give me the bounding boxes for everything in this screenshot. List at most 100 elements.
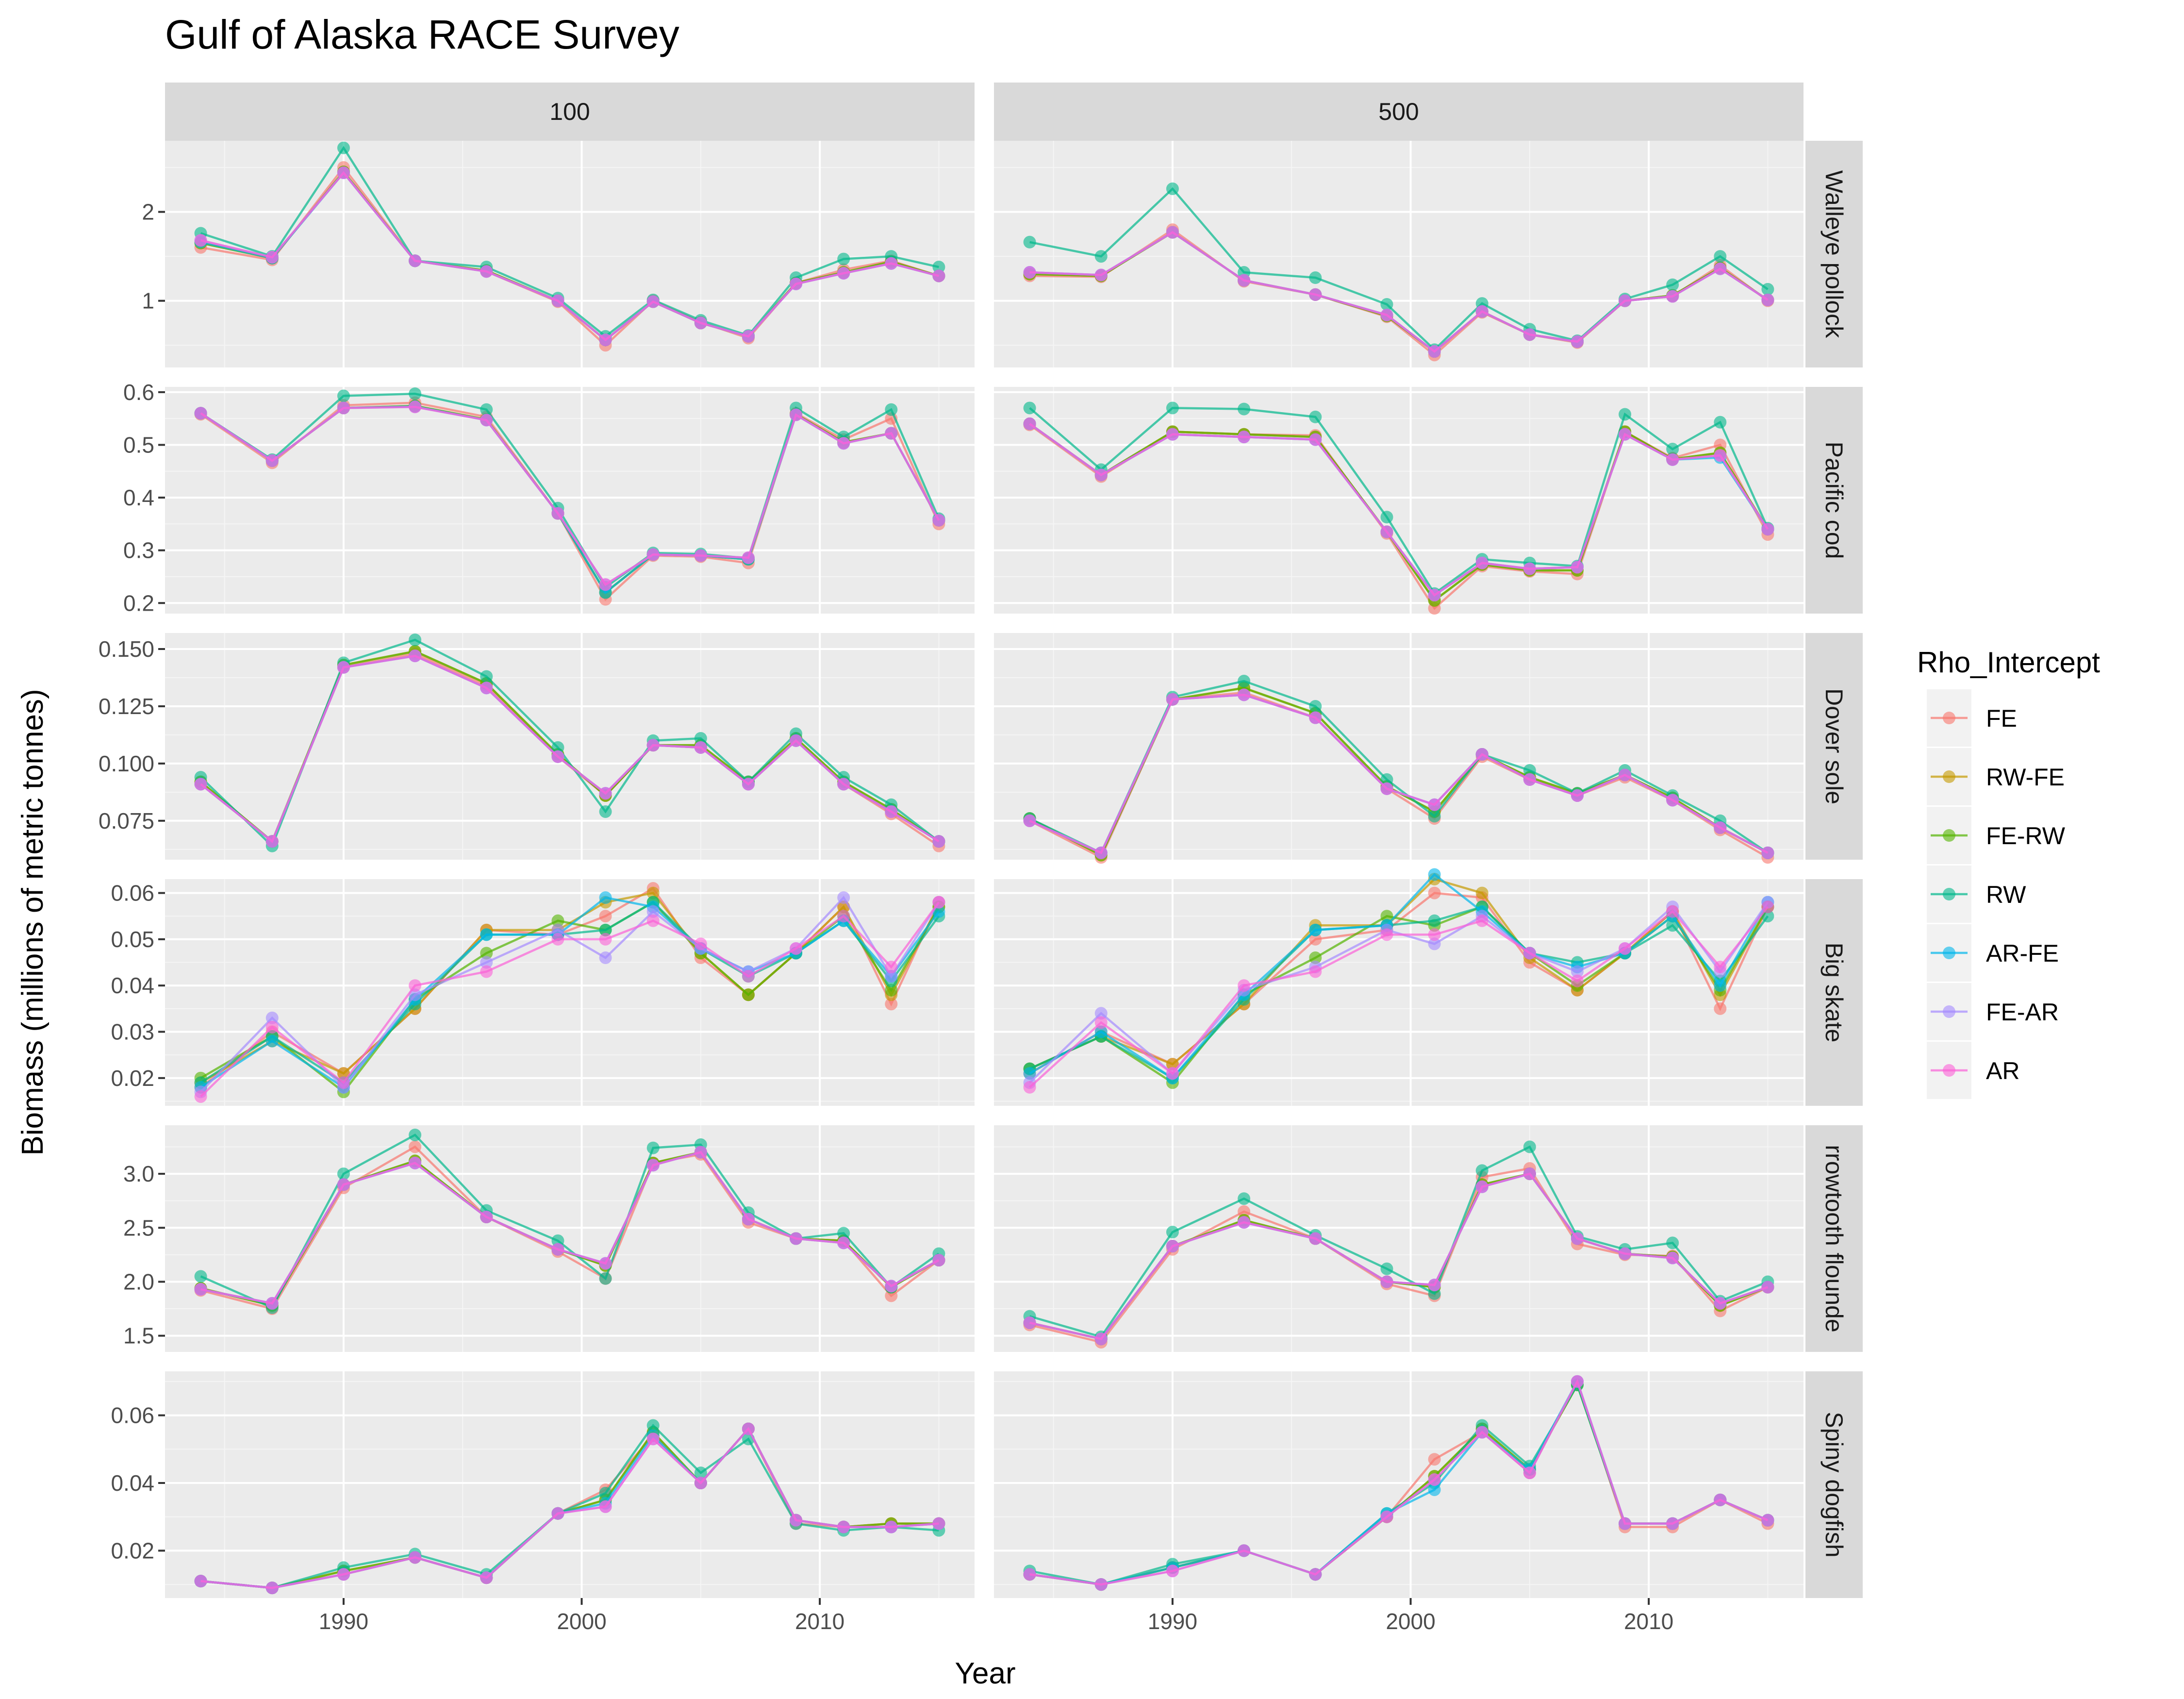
data-point-ar xyxy=(1714,821,1727,834)
column-strip-label: 100 xyxy=(549,98,590,125)
y-tick-label: 0.2 xyxy=(123,590,154,616)
data-point-ar xyxy=(265,1582,279,1595)
data-point-rw xyxy=(1166,182,1179,195)
data-point-ar-fe xyxy=(480,928,493,941)
data-point-ar xyxy=(1761,1281,1774,1294)
data-point-ar xyxy=(480,265,493,278)
legend-label: RW xyxy=(1986,881,2026,908)
data-point-fe-ar xyxy=(1094,1007,1108,1020)
panel-pacific-cod-500 xyxy=(994,387,1803,615)
data-point-ar xyxy=(1666,290,1679,303)
data-point-ar xyxy=(1666,905,1679,918)
data-point-ar xyxy=(1571,335,1584,348)
data-point-ar xyxy=(790,408,803,421)
data-point-ar xyxy=(480,414,493,427)
data-point-ar xyxy=(790,942,803,955)
series-line-rw xyxy=(1029,187,1769,351)
data-point-ar xyxy=(1023,266,1036,279)
data-point-fe-rw xyxy=(551,914,564,927)
data-point-ar xyxy=(1166,1565,1179,1578)
data-point-ar xyxy=(646,1159,660,1172)
data-point-fe-ar xyxy=(837,891,850,904)
y-tick-label: 0.3 xyxy=(123,538,154,563)
data-point-ar xyxy=(1523,562,1536,575)
data-point-rw xyxy=(1475,1164,1489,1177)
data-point-ar xyxy=(1475,556,1489,569)
data-point-ar-fe xyxy=(599,891,612,904)
x-axis-title: Year xyxy=(955,1657,1015,1690)
row-strip-label: Spiny dogfish xyxy=(1820,1412,1848,1557)
y-tick-label: 1.5 xyxy=(123,1323,154,1349)
data-point-rw xyxy=(1428,1287,1441,1300)
data-point-ar xyxy=(932,896,945,909)
series-line-ar xyxy=(200,901,940,1098)
data-point-ar xyxy=(551,1243,564,1256)
data-point-ar xyxy=(1571,1232,1584,1245)
column-strip-label: 500 xyxy=(1378,98,1419,125)
facet-grid: 100 500 Walleye pollock 1 2 Pacific cod 0.2 0.3… xyxy=(99,83,1863,1634)
series-line-ar xyxy=(200,654,940,843)
data-point-rw xyxy=(337,141,350,154)
series-line-ar-fe xyxy=(1029,873,1769,1080)
data-point-ar xyxy=(1714,449,1727,462)
y-tick-label: 0.06 xyxy=(111,881,154,906)
data-point-ar xyxy=(1428,1473,1441,1486)
panel-dover-sole-100 xyxy=(165,633,975,860)
data-point-ar xyxy=(742,970,755,983)
data-point-rw xyxy=(1166,1226,1179,1239)
legend-label: FE-RW xyxy=(1986,822,2066,850)
data-point-fe-rw xyxy=(1380,910,1393,923)
series-line-fe-ar xyxy=(199,896,940,1093)
x-tick-label: 2000 xyxy=(557,1609,606,1634)
data-point-ar xyxy=(1571,974,1584,987)
data-point-fe xyxy=(1238,1205,1251,1218)
row-strip-label: Walleye pollock xyxy=(1820,170,1848,339)
data-point-rw xyxy=(837,252,850,266)
data-point-ar xyxy=(646,739,660,752)
data-point-ar xyxy=(1761,1514,1774,1527)
data-point-ar xyxy=(480,682,493,695)
data-point-rw xyxy=(1428,914,1441,927)
data-point-rw xyxy=(599,1272,612,1285)
data-point-rw xyxy=(1380,511,1393,524)
data-point-ar xyxy=(1309,288,1322,301)
legend-key-point xyxy=(1943,947,1955,959)
y-tick-label: 0.05 xyxy=(111,927,154,952)
data-point-ar xyxy=(194,234,207,247)
data-point-ar xyxy=(1309,965,1322,978)
data-point-ar xyxy=(551,933,564,946)
panel-background xyxy=(165,387,975,614)
series-line-rw xyxy=(200,1424,939,1589)
data-point-ar xyxy=(1475,1180,1489,1193)
legend-item-fe-rw: FE-RW xyxy=(1927,807,2066,864)
data-point-ar xyxy=(646,548,660,561)
data-point-ar xyxy=(599,333,612,347)
data-point-ar xyxy=(1380,782,1393,795)
data-point-ar xyxy=(1023,417,1036,431)
data-point-rw xyxy=(1666,278,1679,291)
data-point-rw xyxy=(480,403,493,416)
legend-item-ar: AR xyxy=(1927,1042,2019,1099)
data-point-ar xyxy=(1166,428,1179,441)
series-line-ar xyxy=(1029,906,1769,1088)
panel-background xyxy=(994,141,1803,367)
data-point-rw xyxy=(480,670,493,683)
data-point-ar xyxy=(790,1232,803,1245)
data-point-ar xyxy=(646,914,660,927)
panel-background xyxy=(165,1371,975,1598)
data-point-ar xyxy=(885,961,898,974)
series-line-ar xyxy=(1029,423,1769,597)
legend-item-rw-fe: RW-FE xyxy=(1927,748,2065,805)
data-point-ar xyxy=(1619,1247,1632,1260)
data-point-ar xyxy=(409,254,422,267)
data-point-rw xyxy=(1238,1192,1251,1205)
data-point-ar xyxy=(1094,1016,1108,1029)
data-point-rw-fe xyxy=(646,886,660,899)
series-line-ar xyxy=(1029,231,1769,353)
data-point-ar xyxy=(409,1551,422,1564)
data-point-ar xyxy=(1475,914,1489,927)
data-point-ar xyxy=(1761,293,1774,306)
data-point-ar xyxy=(1619,768,1632,782)
data-point-ar-fe xyxy=(1428,868,1441,881)
data-point-ar xyxy=(194,1090,207,1103)
